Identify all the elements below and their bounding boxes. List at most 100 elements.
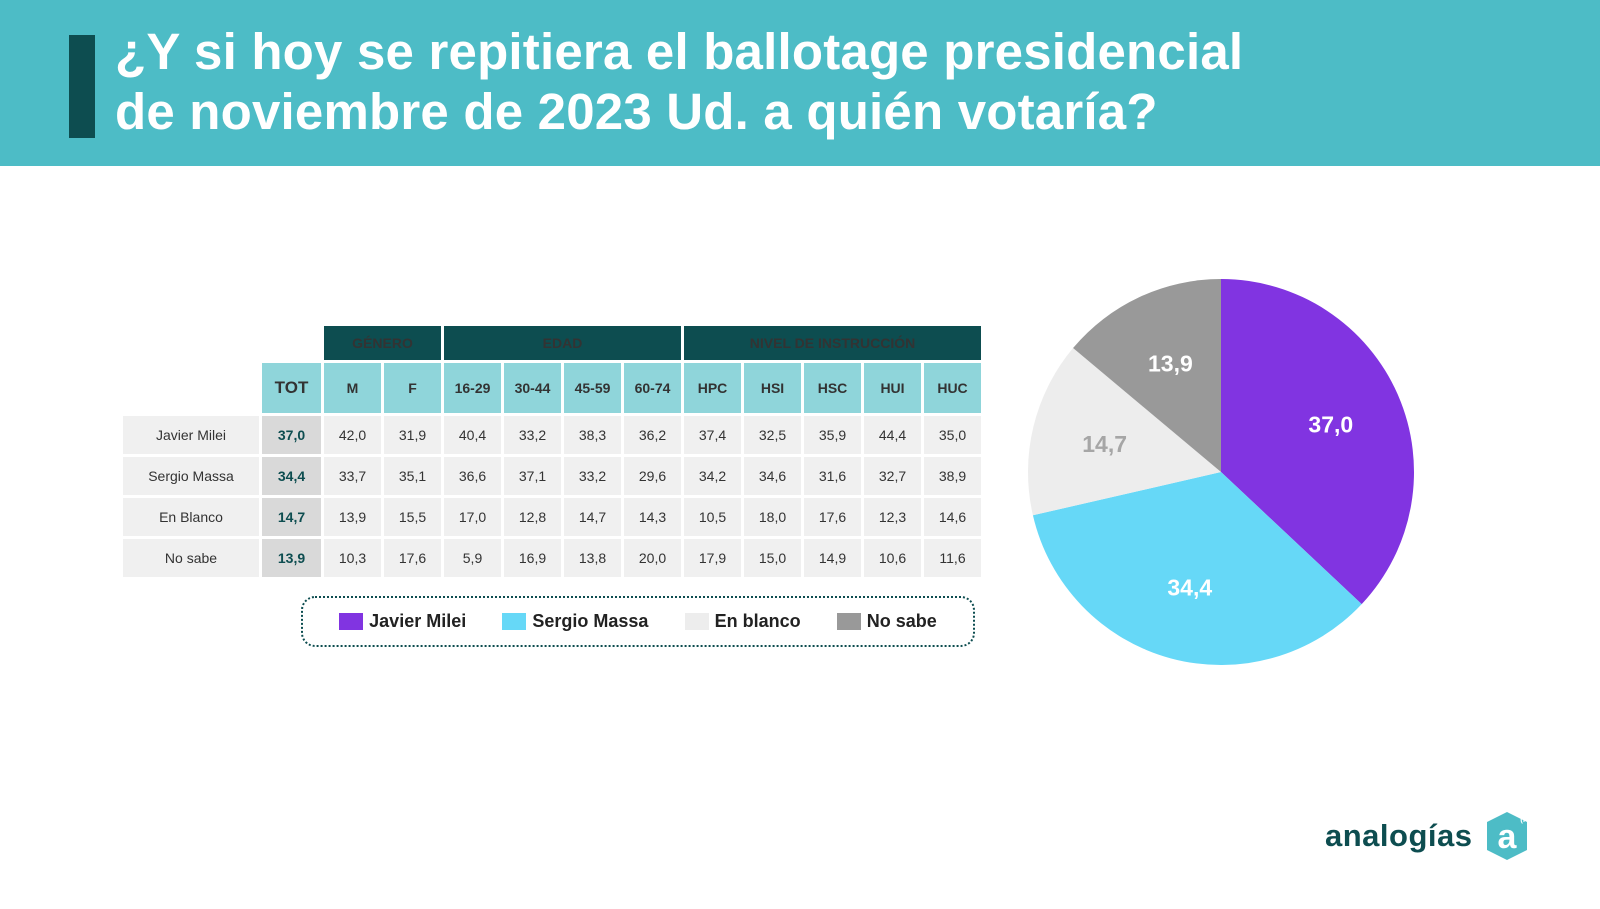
- group-header-blank: [123, 326, 259, 360]
- column-header: HSC: [804, 363, 861, 413]
- total-cell: 34,4: [262, 457, 321, 495]
- table-row: Javier Milei 37,0 42,0 31,9 40,4 33,2 38,3 36,2…: [123, 416, 981, 454]
- column-header: HUC: [924, 363, 981, 413]
- pie-slice-massa: [1032, 472, 1362, 665]
- column-header: HUI: [864, 363, 921, 413]
- table-cell: 33,2: [564, 457, 621, 495]
- pie-slice-en-blanco: [1028, 348, 1221, 516]
- column-header-row: TOT M F 16-29 30-44 45-59 60-74 HPC HSI …: [123, 363, 981, 413]
- legend-label: En blanco: [714, 611, 801, 631]
- header-banner: ¿Y si hoy se repitiera el ballotage pres…: [0, 0, 1600, 166]
- group-header-genero: GÉNERO: [324, 326, 441, 360]
- table-cell: 31,6: [804, 457, 861, 495]
- table-cell: 14,7: [564, 498, 621, 536]
- table-cell: 37,1: [504, 457, 561, 495]
- table-cell: 29,6: [624, 457, 681, 495]
- table-cell: 15,5: [384, 498, 441, 536]
- table-cell: 33,7: [324, 457, 381, 495]
- legend-item-milei: Javier Milei: [339, 611, 466, 632]
- pie-label: 37,0: [1308, 411, 1353, 437]
- table-cell: 37,4: [684, 416, 741, 454]
- table-cell: 5,9: [444, 539, 501, 577]
- table-cell: 35,1: [384, 457, 441, 495]
- title-line-2: de noviembre de 2023 Ud. a quién votaría…: [115, 83, 1158, 140]
- table-cell: 14,6: [924, 498, 981, 536]
- column-header: 16-29: [444, 363, 501, 413]
- legend-swatch-en-blanco: [684, 613, 709, 630]
- table-cell: 40,4: [444, 416, 501, 454]
- logo-wordmark: analogías: [1325, 818, 1473, 853]
- table-body: Javier Milei 37,0 42,0 31,9 40,4 33,2 38,3 36,2…: [123, 416, 981, 577]
- table-cell: 38,9: [924, 457, 981, 495]
- results-table: GÉNERO EDAD NIVEL DE INSTRUCCIÓN TOT M F…: [120, 323, 984, 580]
- group-header-instruccion: NIVEL DE INSTRUCCIÓN: [684, 326, 981, 360]
- column-header-tot: TOT: [262, 363, 321, 413]
- legend-label: Sergio Massa: [532, 611, 649, 631]
- table-cell: 12,8: [504, 498, 561, 536]
- row-label: Sergio Massa: [123, 457, 259, 495]
- row-label: En Blanco: [123, 498, 259, 536]
- table-cell: 10,6: [864, 539, 921, 577]
- column-header: 60-74: [624, 363, 681, 413]
- legend-swatch-milei: [339, 613, 364, 630]
- analogias-logo: analogías a (i+E): [1325, 808, 1543, 864]
- pie-label: 34,4: [1167, 575, 1212, 601]
- total-cell: 37,0: [262, 416, 321, 454]
- table-cell: 44,4: [864, 416, 921, 454]
- table-cell: 16,9: [504, 539, 561, 577]
- legend-item-massa: Sergio Massa: [502, 611, 648, 632]
- pie-label: 13,9: [1148, 351, 1193, 377]
- table-cell: 32,7: [864, 457, 921, 495]
- logo-mark-superscript: (i+E): [1520, 815, 1538, 824]
- table-cell: 14,3: [624, 498, 681, 536]
- table-cell: 17,6: [384, 539, 441, 577]
- table-row: En Blanco 14,7 13,9 15,5 17,0 12,8 14,7 14,3 10,…: [123, 498, 981, 536]
- table-cell: 17,0: [444, 498, 501, 536]
- table-cell: 10,5: [684, 498, 741, 536]
- table-cell: 36,2: [624, 416, 681, 454]
- table-cell: 34,6: [744, 457, 801, 495]
- table-cell: 31,9: [384, 416, 441, 454]
- pie-slice-no-sabe: [1073, 279, 1221, 472]
- table-cell: 13,8: [564, 539, 621, 577]
- pie-slice-milei: [1221, 279, 1414, 605]
- title-line-1: ¿Y si hoy se repitiera el ballotage pres…: [115, 23, 1244, 80]
- column-header: M: [324, 363, 381, 413]
- table-cell: 20,0: [624, 539, 681, 577]
- column-header: HPC: [684, 363, 741, 413]
- table-cell: 42,0: [324, 416, 381, 454]
- header-accent-bar: [69, 35, 95, 138]
- row-label: No sabe: [123, 539, 259, 577]
- table-cell: 33,2: [504, 416, 561, 454]
- table-cell: 35,0: [924, 416, 981, 454]
- column-header: 30-44: [504, 363, 561, 413]
- legend-swatch-massa: [502, 613, 527, 630]
- table-cell: 36,6: [444, 457, 501, 495]
- legend: Javier Milei Sergio Massa En blanco No s…: [301, 596, 975, 647]
- table-cell: 17,6: [804, 498, 861, 536]
- legend-label: Javier Milei: [369, 611, 467, 631]
- table-cell: 15,0: [744, 539, 801, 577]
- column-header-blank: [123, 363, 259, 413]
- total-cell: 14,7: [262, 498, 321, 536]
- column-header: F: [384, 363, 441, 413]
- group-header-edad: EDAD: [444, 326, 681, 360]
- table-cell: 34,2: [684, 457, 741, 495]
- table-cell: 17,9: [684, 539, 741, 577]
- column-header: 45-59: [564, 363, 621, 413]
- group-header-blank: [262, 326, 321, 360]
- table-cell: 32,5: [744, 416, 801, 454]
- page-title: ¿Y si hoy se repitiera el ballotage pres…: [115, 22, 1415, 142]
- row-label: Javier Milei: [123, 416, 259, 454]
- table-cell: 11,6: [924, 539, 981, 577]
- logo-mark-icon: a (i+E): [1486, 812, 1538, 860]
- table-cell: 18,0: [744, 498, 801, 536]
- pie-label: 14,7: [1082, 431, 1127, 457]
- pie-chart: 37,0 34,4 14,7 13,9: [1028, 279, 1414, 665]
- table-cell: 13,9: [324, 498, 381, 536]
- table-cell: 38,3: [564, 416, 621, 454]
- table-row: No sabe 13,9 10,3 17,6 5,9 16,9 13,8 20,0 17,9 15…: [123, 539, 981, 577]
- total-cell: 13,9: [262, 539, 321, 577]
- legend-item-en-blanco: En blanco: [684, 611, 801, 632]
- logo-mark-letter: a: [1497, 818, 1517, 856]
